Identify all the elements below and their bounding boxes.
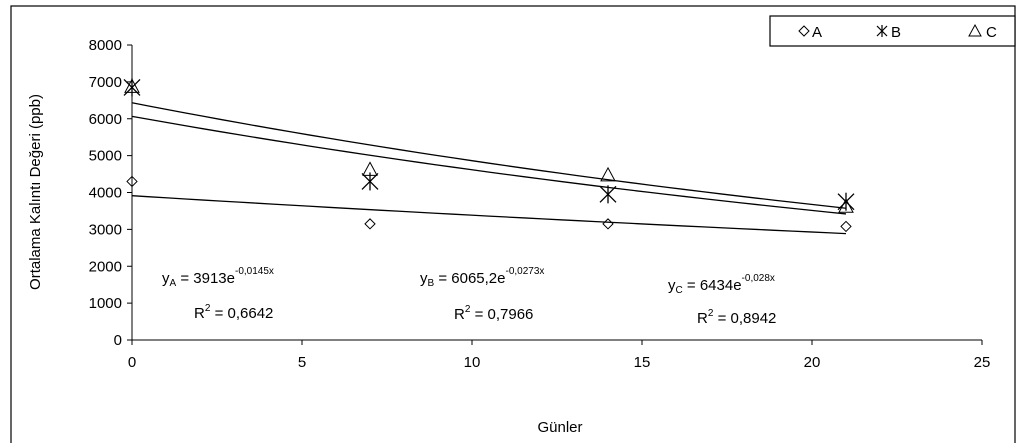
- data-point-a: [840, 220, 852, 233]
- equation-c-r2-label: R: [697, 310, 708, 327]
- y-ticks: 0 1000 2000 3000 4000 5000 6000 7000 8000: [89, 37, 132, 349]
- trendline-a: [131, 195, 847, 235]
- triangle-icon: [968, 23, 982, 37]
- diamond-icon: [798, 25, 810, 37]
- data-point-c: [362, 161, 378, 176]
- legend-item-c: C: [968, 23, 997, 41]
- x-tick-label: 10: [464, 354, 481, 371]
- y-axis-label: Ortalama Kalıntı Değeri (ppb): [27, 94, 44, 290]
- y-tick-label: 1000: [89, 295, 122, 312]
- equation-a-lhs: y: [162, 270, 170, 287]
- x-tick-label: 20: [804, 354, 821, 371]
- equation-a-r2-label: R: [194, 305, 205, 322]
- equation-b-r2-value: = 0,7966: [470, 306, 533, 323]
- x-tick-label: 15: [634, 354, 651, 371]
- data-point-b: [837, 192, 855, 211]
- y-tick-label: 7000: [89, 74, 122, 91]
- y-tick-label: 8000: [89, 37, 122, 54]
- equation-a-mid: = 3913e: [176, 270, 235, 287]
- equation-c-sub: C: [676, 285, 683, 296]
- trendlines: [131, 102, 847, 235]
- equation-c-r2-sup: 2: [708, 308, 714, 319]
- trendline-c: [131, 102, 847, 209]
- data-point-a: [126, 175, 138, 188]
- legend-label-a: A: [812, 24, 822, 41]
- svg-text:yA = 3913e-0,0145x: yA = 3913e-0,0145x: [162, 266, 274, 289]
- legend-label-b: B: [891, 24, 901, 41]
- equation-b-sub: B: [428, 278, 435, 289]
- y-tick-label: 6000: [89, 111, 122, 128]
- svg-text:yB = 6065,2e-0,0273x: yB = 6065,2e-0,0273x: [420, 266, 544, 289]
- data-point-b: [123, 78, 141, 97]
- data-point-a: [602, 218, 614, 230]
- equation-c-mid: = 6434e: [683, 277, 742, 294]
- equations: yA = 3913e-0,0145x R2 = 0,6642 yB = 6065…: [162, 266, 776, 327]
- legend-box: [769, 15, 1016, 47]
- x-axis-label: Günler: [537, 419, 582, 436]
- svg-text:R2 = 0,7966: R2 = 0,7966: [454, 304, 533, 323]
- svg-text:yC = 6434e-0,028x: yC = 6434e-0,028x: [668, 273, 775, 296]
- data-point-c: [124, 78, 140, 93]
- equation-b-r2-label: R: [454, 306, 465, 323]
- svg-text:R2 = 0,8942: R2 = 0,8942: [697, 308, 776, 327]
- equation-a-exp: -0,0145x: [235, 266, 274, 277]
- equation-b-lhs: y: [420, 270, 428, 287]
- equation-a: yA = 3913e-0,0145x R2 = 0,6642: [162, 266, 274, 322]
- trendline-b: [131, 115, 847, 215]
- asterisk-icon: [876, 25, 888, 37]
- y-tick-label: 3000: [89, 221, 122, 238]
- equation-a-r2-value: = 0,6642: [210, 305, 273, 322]
- equation-b-exp: -0,0273x: [506, 266, 545, 277]
- equation-b-mid: = 6065,2e: [434, 270, 505, 287]
- equation-b: yB = 6065,2e-0,0273x R2 = 0,7966: [420, 266, 544, 323]
- legend: A B C: [769, 15, 1016, 47]
- data-point-c: [838, 198, 854, 213]
- y-tick-label: 4000: [89, 185, 122, 202]
- data-point-c: [600, 166, 616, 182]
- x-tick-label: 0: [128, 354, 136, 371]
- x-ticks: 0 5 10 15 20 25: [128, 340, 991, 371]
- x-tick-label: 5: [298, 354, 306, 371]
- chart-frame: [10, 5, 1016, 443]
- legend-item-b: B: [876, 24, 901, 41]
- equation-a-sub: A: [170, 278, 177, 289]
- svg-text:R2 = 0,6642: R2 = 0,6642: [194, 303, 273, 322]
- axes: [131, 45, 982, 341]
- equation-c-lhs: y: [668, 277, 676, 294]
- y-tick-label: 2000: [89, 258, 122, 275]
- legend-item-a: A: [798, 24, 822, 41]
- data-point-b: [599, 185, 617, 204]
- legend-label-c: C: [986, 24, 997, 41]
- y-tick-label: 0: [114, 332, 122, 349]
- data-points: [123, 78, 855, 233]
- y-tick-label: 5000: [89, 148, 122, 165]
- equation-b-r2-sup: 2: [465, 304, 471, 315]
- equation-a-r2-sup: 2: [205, 303, 211, 314]
- equation-c: yC = 6434e-0,028x R2 = 0,8942: [668, 273, 776, 327]
- equation-c-r2-value: = 0,8942: [713, 310, 776, 327]
- data-point-a: [364, 218, 376, 230]
- x-tick-label: 25: [974, 354, 991, 371]
- equation-c-exp: -0,028x: [742, 273, 775, 284]
